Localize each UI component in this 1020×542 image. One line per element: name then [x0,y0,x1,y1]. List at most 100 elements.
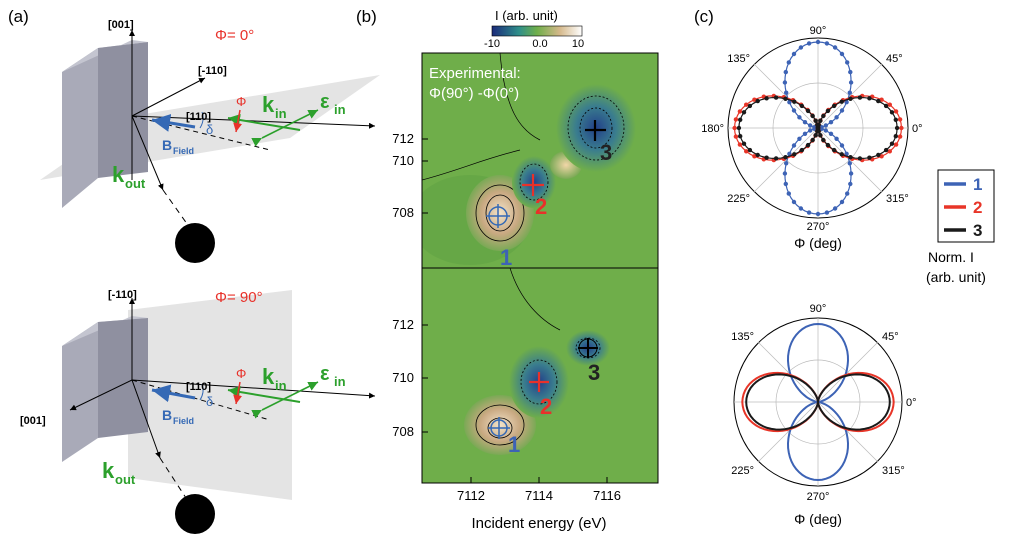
label-110-b: [110] [186,381,211,393]
angle-225-bottom: 225° [731,465,754,477]
series-3-point [805,108,811,114]
label-3-bottom: 3 [588,360,600,385]
series-3-point [747,103,753,109]
series-1-point [834,136,839,141]
series-3-point [783,155,788,160]
series-2-point [879,97,884,102]
series-3-point [839,99,844,104]
series-3-point [848,96,853,102]
k-in-sub-b: in [275,378,287,393]
polar-bottom-xlabel: Φ (deg) [794,511,842,527]
b-field-sub: Field [173,146,194,156]
colorbar-tick-max: 10 [572,38,584,50]
legend: 1 2 3 Norm. I (arb. unit) [926,169,995,285]
eps-in-arrow [251,109,319,147]
legend-caption-line2: (arb. unit) [926,269,986,285]
series-1-point [832,206,838,211]
k-in-label: k [262,92,275,117]
series-1-point [808,128,813,133]
angle-270-bottom: 270° [807,491,830,503]
series-2-point [879,154,884,159]
series-1-point [847,161,852,166]
phi-symbol-b: Φ [236,366,246,381]
annotation-line1: Experimental: [429,65,521,82]
series-1-point [828,131,834,136]
series-3-curve [745,373,891,431]
k-out-sub-b: out [115,472,136,487]
label-3-top: 3 [600,140,612,165]
series-2-point [887,102,892,107]
series-1-point [834,115,839,120]
series-3-point [747,147,753,153]
phi-90-label: Φ= 90° [215,289,263,306]
eps-in-sub: in [334,102,346,117]
series-3-point [889,110,895,115]
series-1-point [784,90,789,95]
detector-bottom [175,494,215,534]
series-2-point [887,149,892,154]
series-3-point [894,125,900,131]
sample-block-side-top [62,48,98,208]
series-2-point [744,102,749,107]
series-1-point [782,171,788,176]
series-1-point [802,131,808,136]
k-out-sub: out [125,176,146,191]
label-2-top: 2 [535,194,547,219]
colorbar [491,25,583,37]
legend-caption-line1: Norm. I [928,249,974,265]
series-2-point [744,149,749,154]
series-3-point [815,122,820,127]
sample-block-front-top [98,42,148,178]
series-2-point [733,117,739,122]
y-tick-712-bottom: 712 [392,317,414,332]
delta-arc-b [199,383,204,401]
series-1-point [832,45,838,50]
series-2-point [897,134,903,139]
series-3-point [773,95,779,100]
y-tick-708-top: 708 [392,205,414,220]
series-1-point [802,120,808,125]
b-field-label-b: B [162,407,172,423]
series-2-point [893,109,899,114]
series-1-point [783,69,788,75]
series-3-point [876,98,881,104]
marker-3-top [585,120,606,141]
series-3-point [764,155,769,160]
x-tick-7114: 7114 [525,488,553,503]
delta-symbol: δ [206,122,213,137]
series-1-point [786,191,791,196]
marker-2-top [522,174,544,196]
sample-plane-bottom [128,290,292,500]
k-out-arrow [131,115,164,191]
y-tick-712-top: 712 [392,131,414,146]
series-1-point [839,51,845,57]
series-1-point [823,123,828,128]
series-2-point [752,154,757,159]
k-out-label-b: k [102,458,115,483]
series-3-point [831,103,837,109]
y-tick-710-top: 710 [392,153,414,168]
eps-in-label-b: ε [320,363,330,385]
series-1-point [839,143,845,148]
series-1-point [848,80,854,85]
label-1-top: 1 [500,245,512,270]
series-3-point [893,117,898,123]
sample-block-side-bottom [62,322,98,462]
series-3-point [857,156,863,161]
angle-225-top: 225° [727,193,750,205]
legend-label-2: 2 [973,198,982,217]
angle-90-top: 90° [810,25,827,37]
panel-a-bottom-diagram: [-110] [001] [110] Φ= 90° Φ δ k in ε in … [20,289,376,534]
series-3-point [883,103,889,109]
series-1-point [787,100,792,105]
x-tick-7112: 7112 [457,488,485,503]
angle-315-bottom: 315° [882,465,905,477]
panel-c-letter: (c) [694,7,714,26]
sample-block-front-bottom [98,318,148,438]
angle-135-bottom: 135° [731,331,754,343]
series-3-point [738,134,743,139]
series-1-point [824,210,830,215]
series-1-point [787,151,792,156]
axis-001-arrow-b [69,379,133,411]
eps-in-label: ε [320,91,330,113]
